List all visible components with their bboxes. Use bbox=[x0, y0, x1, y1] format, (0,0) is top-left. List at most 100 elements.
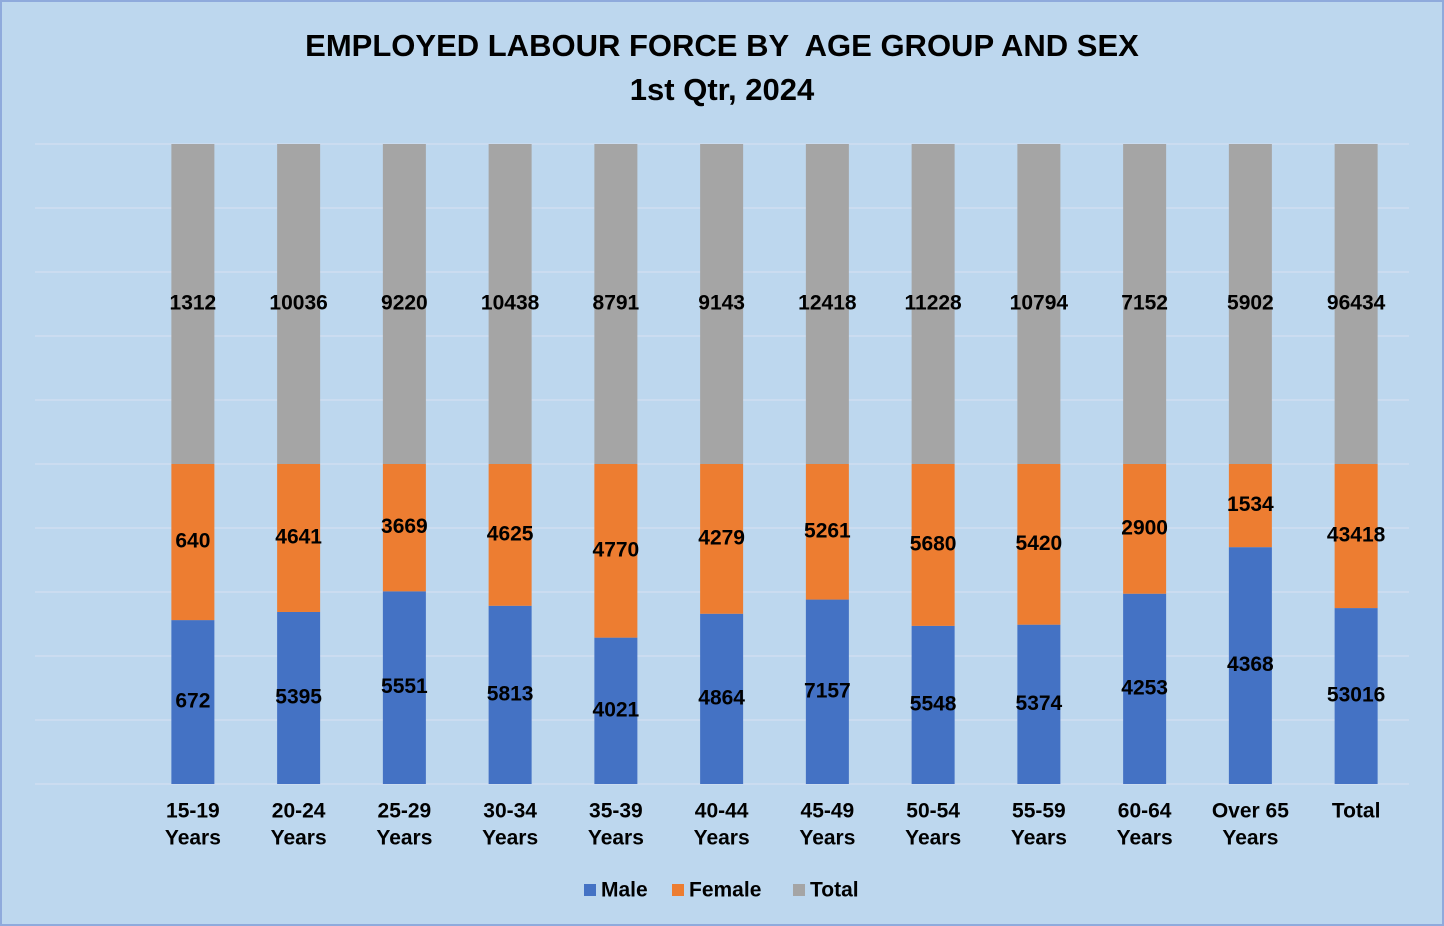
bar-segment bbox=[700, 464, 744, 614]
bar-segment bbox=[488, 144, 532, 464]
x-tick-label: 50-54 bbox=[906, 800, 960, 823]
data-label: 4864 bbox=[698, 686, 745, 709]
bar-segment bbox=[1228, 144, 1272, 464]
data-label: 9220 bbox=[381, 292, 428, 315]
x-tick-label: Total bbox=[1332, 800, 1381, 823]
data-label: 5551 bbox=[381, 675, 428, 698]
bar-segment bbox=[382, 591, 426, 784]
data-label: 4021 bbox=[593, 698, 640, 721]
legend-swatch bbox=[584, 884, 596, 896]
bar-segment bbox=[1123, 593, 1167, 784]
bar-segment bbox=[1228, 547, 1272, 784]
data-label: 96434 bbox=[1327, 292, 1386, 315]
bar-segment bbox=[1334, 464, 1378, 609]
x-tick-label: Years bbox=[1222, 827, 1278, 850]
bar-segment bbox=[911, 625, 955, 784]
data-label: 640 bbox=[175, 530, 210, 553]
bar-segment bbox=[382, 464, 426, 592]
data-label: 10794 bbox=[1010, 292, 1069, 315]
x-tick-label: 55-59 bbox=[1012, 800, 1066, 823]
data-label: 1312 bbox=[170, 292, 217, 315]
data-label: 8791 bbox=[593, 292, 640, 315]
bar-segment bbox=[382, 144, 426, 464]
x-tick-label: Years bbox=[1117, 827, 1173, 850]
bar-segment bbox=[1123, 144, 1167, 464]
bar-segment bbox=[594, 637, 638, 784]
bar-segment bbox=[488, 605, 532, 784]
bar-segment bbox=[1123, 463, 1167, 594]
x-tick-label: Years bbox=[1011, 827, 1067, 850]
data-label: 10438 bbox=[481, 292, 540, 315]
bar-segment bbox=[1017, 624, 1061, 784]
bar-segment bbox=[488, 464, 532, 606]
bar-segment bbox=[277, 464, 321, 612]
data-label: 3669 bbox=[381, 515, 428, 538]
data-label: 5420 bbox=[1016, 532, 1063, 555]
bar-segment bbox=[1228, 464, 1272, 548]
x-tick-label: 45-49 bbox=[801, 800, 855, 823]
bar-segment bbox=[1017, 464, 1061, 625]
data-label: 4641 bbox=[275, 526, 322, 549]
bar-segment bbox=[1334, 144, 1378, 464]
data-label: 10036 bbox=[269, 292, 327, 315]
data-label: 12418 bbox=[798, 292, 857, 315]
legend-label: Male bbox=[601, 879, 648, 902]
data-label: 4368 bbox=[1227, 653, 1274, 676]
data-label: 2900 bbox=[1121, 516, 1168, 539]
bar-segment bbox=[805, 144, 849, 464]
x-tick-label: Years bbox=[588, 827, 644, 850]
bar-segment bbox=[1017, 144, 1061, 464]
bar-segment bbox=[1334, 608, 1378, 784]
data-label: 4770 bbox=[593, 538, 640, 561]
data-label: 672 bbox=[175, 690, 210, 713]
bar-segment bbox=[171, 620, 215, 784]
data-label: 5395 bbox=[275, 686, 322, 709]
bar-segment bbox=[594, 144, 638, 464]
x-tick-label: 25-29 bbox=[378, 800, 432, 823]
data-label: 5374 bbox=[1016, 692, 1063, 715]
legend-label: Total bbox=[810, 879, 859, 902]
bar-segment bbox=[911, 464, 955, 626]
legend-swatch bbox=[793, 884, 805, 896]
data-label: 7157 bbox=[804, 679, 851, 702]
x-tick-label: 30-34 bbox=[483, 800, 537, 823]
data-label: 5548 bbox=[910, 692, 957, 715]
x-tick-label: Years bbox=[694, 827, 750, 850]
bar-segment bbox=[700, 144, 744, 464]
x-tick-label: Years bbox=[799, 827, 855, 850]
bar-segment bbox=[171, 464, 215, 621]
legend-label: Female bbox=[689, 879, 761, 902]
bar-segment bbox=[700, 613, 744, 784]
x-tick-label: 40-44 bbox=[695, 800, 749, 823]
legend-swatch bbox=[672, 884, 684, 896]
data-label: 7152 bbox=[1121, 292, 1168, 315]
chart-subtitle: 1st Qtr, 2024 bbox=[630, 72, 815, 107]
data-label: 5261 bbox=[804, 519, 851, 542]
data-label: 43418 bbox=[1327, 524, 1386, 547]
x-tick-label: 60-64 bbox=[1118, 800, 1172, 823]
bar-segment bbox=[277, 611, 321, 784]
data-label: 11228 bbox=[905, 292, 963, 315]
data-label: 5680 bbox=[910, 532, 957, 555]
bar-segment bbox=[171, 144, 215, 464]
x-tick-label: Years bbox=[376, 827, 432, 850]
chart-title: EMPLOYED LABOUR FORCE BY AGE GROUP AND S… bbox=[305, 28, 1139, 63]
x-tick-label: Over 65 bbox=[1212, 800, 1289, 823]
bar-segment bbox=[277, 144, 321, 464]
data-label: 4625 bbox=[487, 522, 534, 545]
x-tick-label: 15-19 bbox=[166, 800, 220, 823]
bar-segment bbox=[805, 464, 849, 600]
data-label: 4279 bbox=[698, 526, 745, 549]
x-tick-label: Years bbox=[482, 827, 538, 850]
x-tick-label: Years bbox=[905, 827, 961, 850]
data-label: 1534 bbox=[1227, 493, 1274, 516]
data-label: 53016 bbox=[1327, 684, 1385, 707]
data-label: 5902 bbox=[1227, 292, 1274, 315]
data-label: 9143 bbox=[698, 292, 745, 315]
x-tick-label: 35-39 bbox=[589, 800, 643, 823]
x-tick-label: Years bbox=[165, 827, 221, 850]
x-tick-label: Years bbox=[271, 827, 327, 850]
data-label: 4253 bbox=[1121, 676, 1168, 699]
